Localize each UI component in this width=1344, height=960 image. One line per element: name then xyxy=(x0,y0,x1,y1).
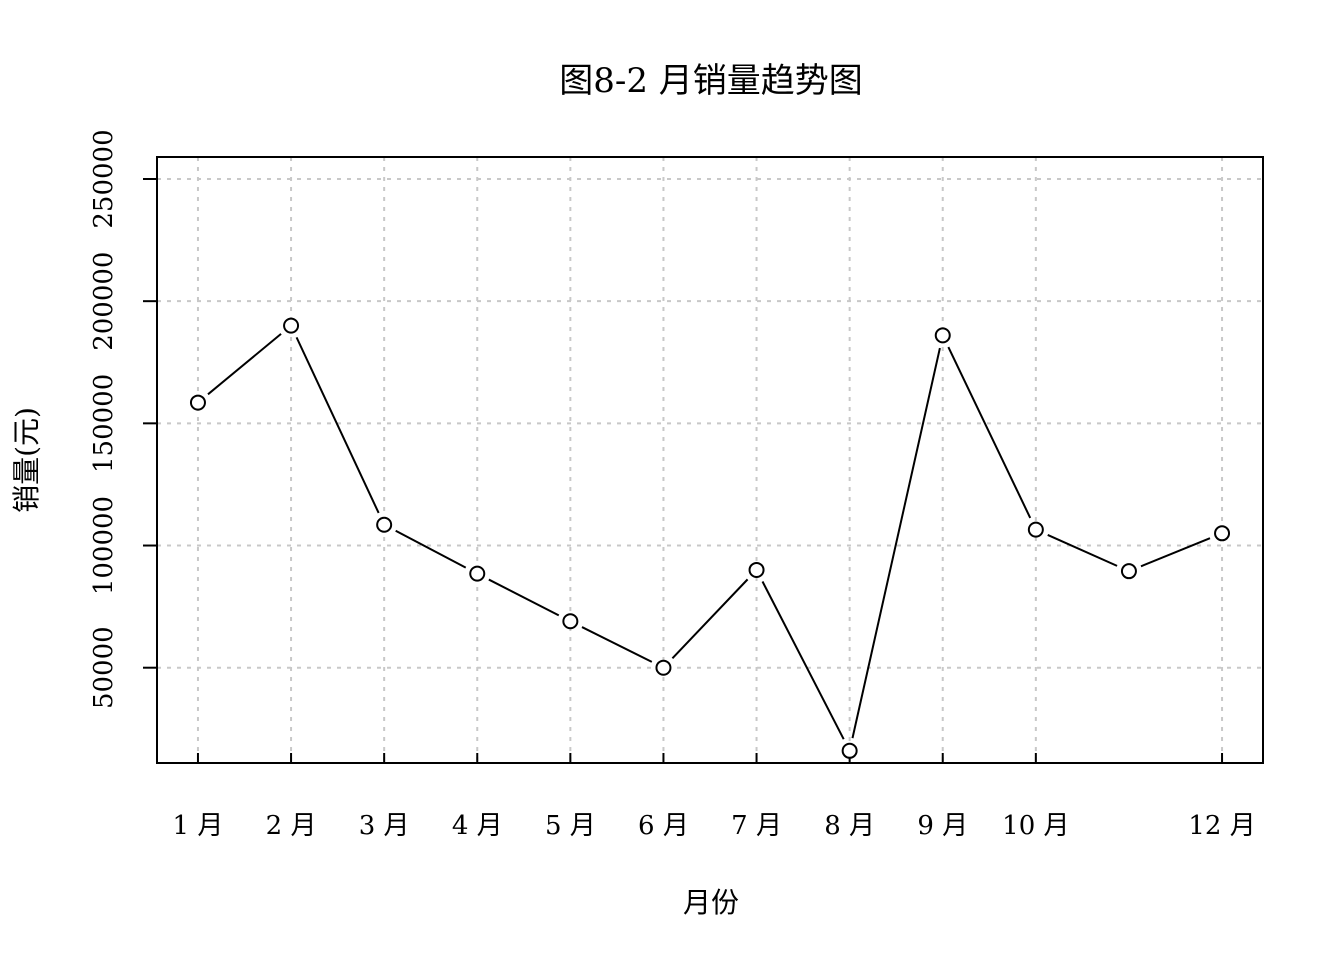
x-tick-label: 10 月 xyxy=(1002,811,1069,841)
x-tick-label: 7 月 xyxy=(731,811,782,841)
line-segment xyxy=(395,529,467,569)
x-tick-label: 1 月 xyxy=(173,811,224,841)
grid-lines xyxy=(157,157,1263,763)
x-tick-label: 12 月 xyxy=(1188,811,1255,841)
data-point xyxy=(841,742,858,759)
line-segment xyxy=(851,347,941,739)
line-segment xyxy=(761,581,845,740)
plot-frame xyxy=(156,156,1264,764)
x-tick-label: 3 月 xyxy=(359,811,410,841)
data-point xyxy=(562,613,579,630)
line-segment xyxy=(207,333,282,396)
line-segment xyxy=(581,626,653,663)
y-tick-label: 50000 xyxy=(89,626,119,709)
y-tick-label: 150000 xyxy=(89,374,119,473)
y-tick-label: 200000 xyxy=(89,252,119,351)
data-point xyxy=(934,327,951,344)
line-segment xyxy=(671,578,749,659)
line-segment xyxy=(488,578,560,617)
y-axis-title: 销量(元) xyxy=(10,407,43,513)
line-segment xyxy=(295,336,380,514)
x-tick-label: 8 月 xyxy=(824,811,875,841)
chart-title: 图8-2 月销量趋势图 xyxy=(559,61,863,101)
line-segment xyxy=(1047,534,1118,567)
data-point xyxy=(1027,521,1044,538)
x-axis-title: 月份 xyxy=(683,886,739,919)
line-segment xyxy=(1140,537,1211,568)
data-point xyxy=(283,317,300,334)
data-point xyxy=(1120,563,1137,580)
data-point xyxy=(376,516,393,533)
data-point xyxy=(655,659,672,676)
y-tick-label: 250000 xyxy=(89,129,119,228)
x-tick-label: 5 月 xyxy=(545,811,596,841)
x-tick-label: 2 月 xyxy=(266,811,317,841)
y-axis: 50000 100000 150000 200000 250000 xyxy=(89,129,157,709)
x-tick-label: 9 月 xyxy=(917,811,968,841)
data-point xyxy=(1214,525,1231,542)
line-segment xyxy=(947,346,1032,519)
data-point xyxy=(748,561,765,578)
x-tick-label: 4 月 xyxy=(452,811,503,841)
sales-series xyxy=(189,317,1231,759)
x-axis: 1 月 2 月 3 月 4 月 5 月 6 月 7 月 8 月 9 月 10 月 12 月 xyxy=(173,753,1256,841)
data-point xyxy=(469,565,486,582)
data-point xyxy=(189,394,206,411)
x-tick-label: 6 月 xyxy=(638,811,689,841)
y-tick-label: 100000 xyxy=(89,496,119,595)
